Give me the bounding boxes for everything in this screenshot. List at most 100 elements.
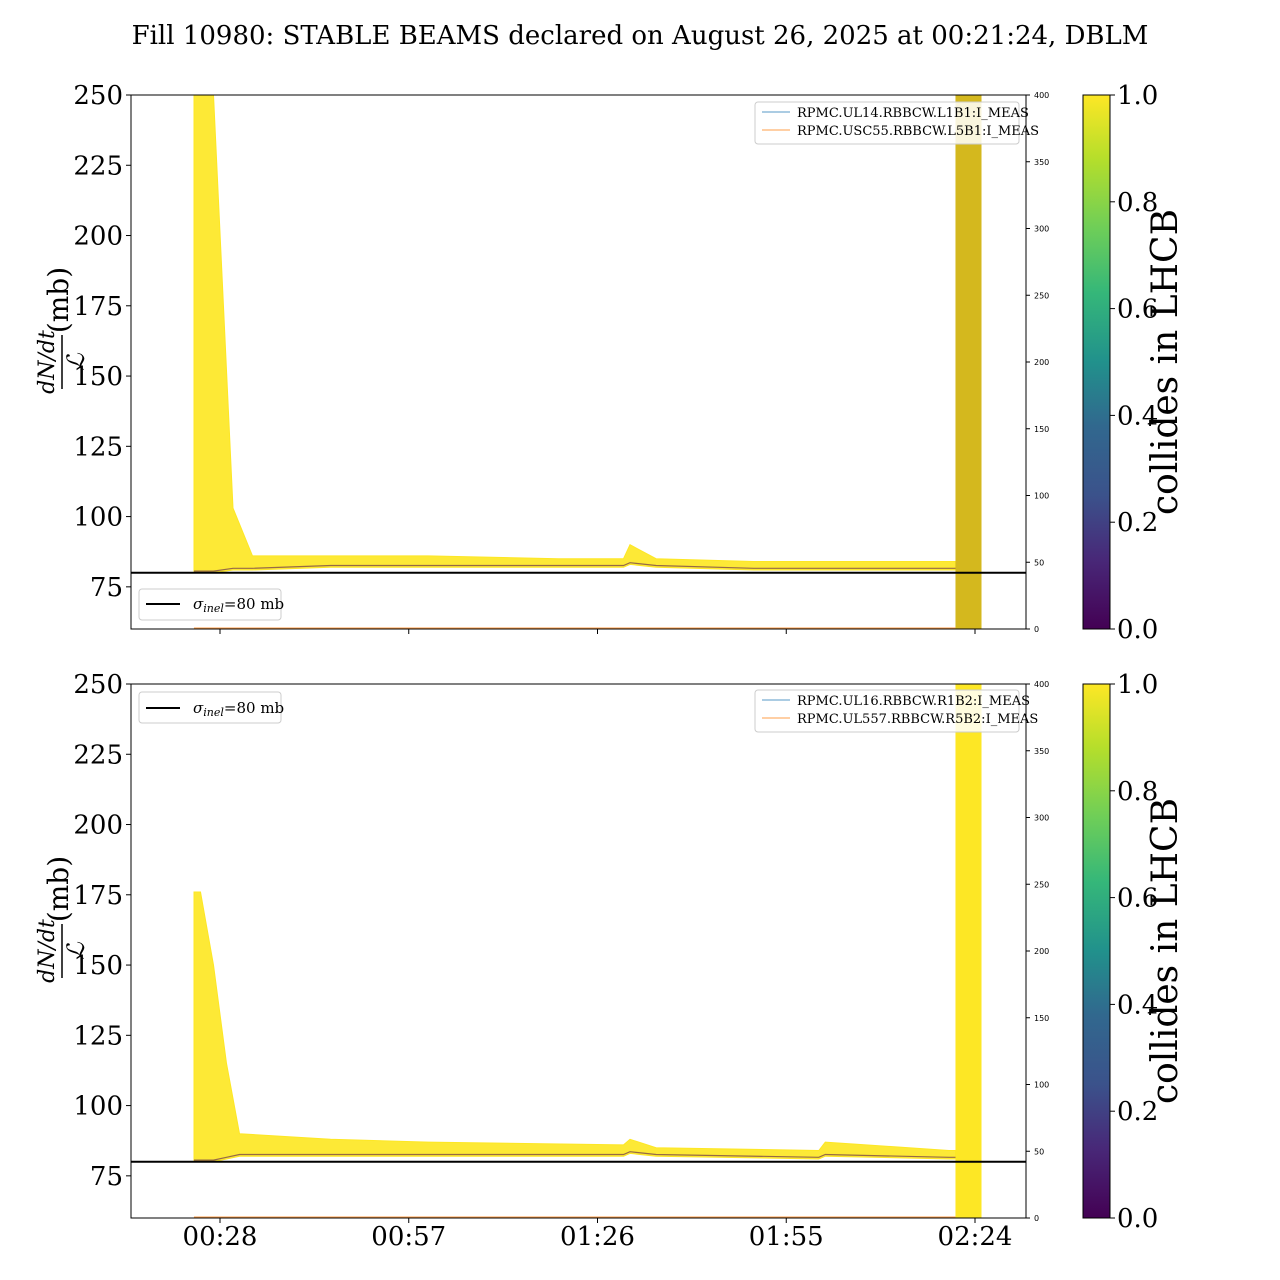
top-sigma-legend-box: [138, 588, 282, 621]
bottom-panel: 75 100 125 150 175 200 225 250 0 50 100 150 200 250 3…: [35, 670, 1186, 1252]
bottom-ytick-label: 100: [73, 1092, 123, 1122]
top-colorbar-tick-label: 0.8: [1117, 188, 1158, 218]
top-ylabel: dN/dt ℒ (mb): [35, 267, 90, 394]
bottom-right-ytick-label: 50: [1034, 1147, 1044, 1156]
bottom-y-ticks: 75 100 125 150 175 200 225 250: [73, 670, 131, 1192]
top-colorbar-tick-label: 0.4: [1117, 401, 1158, 431]
bottom-ytick-label: 125: [73, 1021, 123, 1051]
bottom-colorbar-ticks: 0.0 0.2 0.4 0.6 0.8 1.0: [1110, 670, 1158, 1234]
bottom-series-envelope: [193, 891, 956, 1163]
bottom-sigma-legend: σinel=80 mb: [138, 691, 284, 724]
bottom-ylabel-denominator: ℒ: [62, 942, 90, 960]
top-plot-area: [131, 95, 1026, 629]
top-right-ytick-label: 50: [1034, 558, 1044, 567]
bottom-ytick-label: 225: [73, 740, 123, 770]
bottom-colorbar-tick-label: 0.0: [1117, 1204, 1158, 1234]
top-colorbar-tick-label: 0.2: [1117, 508, 1158, 538]
top-colorbar: 0.0 0.2 0.4 0.6 0.8 1.0 collides in LHCB: [1082, 81, 1186, 645]
top-ytick-label: 125: [73, 432, 123, 462]
bottom-sigma-legend-label: σinel=80 mb: [193, 699, 284, 719]
top-panel: 75 100 125 150 175 200 225 250 0 50 100 150 200 250 3…: [35, 81, 1186, 645]
top-right-ytick-label: 200: [1034, 358, 1049, 367]
top-right-ytick-label: 350: [1034, 158, 1049, 167]
bottom-xtick-label: 02:24: [938, 1222, 1013, 1252]
bottom-dump-band: [955, 684, 982, 1218]
bottom-x-ticks: 00:28 00:57 01:26 01:55 02:24: [183, 1218, 1013, 1252]
bottom-colorbar-tick-label: 0.6: [1117, 884, 1158, 914]
bottom-legend: RPMC.UL16.RBBCW.R1B2:I_MEAS RPMC.UL557.R…: [754, 689, 1038, 733]
top-legend: RPMC.UL14.RBBCW.L1B1:I_MEAS RPMC.USC55.R…: [754, 101, 1039, 145]
top-ylabel-unit: (mb): [42, 267, 75, 333]
bottom-legend-entry-1: RPMC.UL16.RBBCW.R1B2:I_MEAS: [797, 694, 1030, 709]
top-ytick-label: 225: [73, 151, 123, 181]
bottom-ytick-label: 175: [73, 881, 123, 911]
top-ytick-label: 75: [90, 573, 123, 603]
bottom-xtick-label: 01:55: [749, 1222, 824, 1252]
bottom-right-ytick-label: 150: [1034, 1014, 1049, 1023]
top-sigma-legend-label: σinel=80 mb: [193, 595, 284, 615]
top-colorbar-gradient: [1082, 94, 1111, 630]
top-ylabel-numerator: dN/dt: [35, 330, 60, 394]
top-series-noncolliding: [194, 562, 956, 572]
bottom-right-ytick-label: 200: [1034, 947, 1049, 956]
top-colorbar-tick-label: 0.0: [1117, 615, 1158, 645]
bottom-right-ytick-label: 300: [1034, 814, 1049, 823]
top-ylabel-denominator: ℒ: [62, 353, 90, 371]
bottom-xtick-label: 00:57: [371, 1222, 446, 1252]
top-ytick-label: 150: [73, 362, 123, 392]
top-colorbar-tick-label: 1.0: [1117, 81, 1158, 111]
top-right-ytick-label: 100: [1034, 492, 1049, 501]
bottom-right-ytick-label: 400: [1034, 680, 1049, 689]
bottom-colorbar-tick-label: 1.0: [1117, 670, 1158, 700]
bottom-ylabel-unit: (mb): [42, 856, 75, 922]
bottom-sigma-legend-box: [138, 691, 282, 724]
bottom-series-noncolliding: [194, 1151, 956, 1161]
bottom-right-ytick-label: 250: [1034, 880, 1049, 889]
top-y-ticks: 75 100 125 150 175 200 225 250: [73, 81, 131, 603]
top-legend-entry-2: RPMC.USC55.RBBCW.L5B1:I_MEAS: [797, 124, 1039, 139]
bottom-legend-entry-2: RPMC.UL557.RBBCW.R5B2:I_MEAS: [797, 712, 1038, 727]
bottom-xtick-label: 00:28: [183, 1222, 258, 1252]
top-right-ytick-label: 300: [1034, 225, 1049, 234]
bottom-colorbar-tick-label: 0.8: [1117, 777, 1158, 807]
bottom-xtick-label: 01:26: [560, 1222, 635, 1252]
bottom-right-y-ticks: 0 50 100 150 200 250 300 350 400: [1026, 680, 1049, 1223]
bottom-colorbar-tick-label: 0.2: [1117, 1097, 1158, 1127]
top-right-ytick-label: 0: [1034, 625, 1039, 634]
bottom-ylabel-numerator: dN/dt: [35, 919, 60, 983]
chart-title: Fill 10980: STABLE BEAMS declared on Aug…: [132, 21, 1149, 51]
bottom-colorbar: 0.0 0.2 0.4 0.6 0.8 1.0 collides in LHCB: [1082, 670, 1186, 1234]
top-dump-band: [955, 95, 982, 629]
bottom-colorbar-gradient: [1082, 683, 1111, 1219]
bottom-colorbar-tick-label: 0.4: [1117, 990, 1158, 1020]
top-series-envelope: [193, 95, 956, 574]
bottom-right-ytick-label: 350: [1034, 747, 1049, 756]
top-x-tick-marks: [219, 629, 976, 634]
bottom-right-ytick-label: 100: [1034, 1081, 1049, 1090]
top-legend-box: [754, 101, 1020, 145]
top-ytick-label: 250: [73, 81, 123, 111]
top-colorbar-tick-label: 0.6: [1117, 295, 1158, 325]
bottom-ytick-label: 75: [90, 1162, 123, 1192]
bottom-ytick-label: 200: [73, 811, 123, 841]
top-colorbar-label: collides in LHCB: [1145, 209, 1186, 515]
bottom-plot-area: [131, 684, 1026, 1218]
top-ytick-label: 175: [73, 292, 123, 322]
top-ytick-label: 100: [73, 503, 123, 533]
bottom-colorbar-label: collides in LHCB: [1145, 798, 1186, 1104]
top-legend-entry-1: RPMC.UL14.RBBCW.L1B1:I_MEAS: [797, 106, 1029, 121]
top-ytick-label: 200: [73, 222, 123, 252]
top-right-y-ticks: 0 50 100 150 200 250 300 350 400: [1026, 91, 1049, 634]
top-axes-frame: [130, 94, 1027, 630]
top-sigma-legend: σinel=80 mb: [138, 588, 284, 621]
bottom-legend-box: [754, 689, 1020, 733]
top-right-ytick-label: 150: [1034, 425, 1049, 434]
top-colorbar-ticks: 0.0 0.2 0.4 0.6 0.8 1.0: [1110, 81, 1158, 645]
bottom-ytick-label: 150: [73, 951, 123, 981]
bottom-right-ytick-label: 0: [1034, 1214, 1039, 1223]
bottom-ylabel: dN/dt ℒ (mb): [35, 856, 90, 983]
top-right-ytick-label: 250: [1034, 291, 1049, 300]
top-right-ytick-label: 400: [1034, 91, 1049, 100]
bottom-ytick-label: 250: [73, 670, 123, 700]
